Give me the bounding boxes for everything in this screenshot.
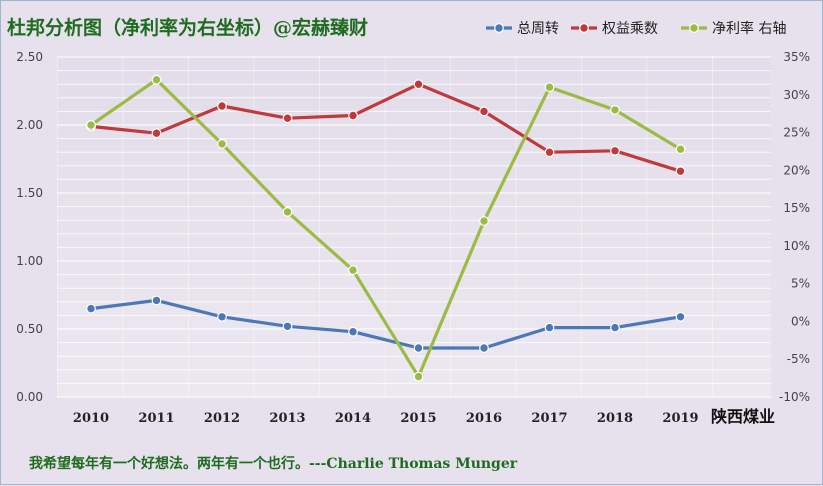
data-point[interactable] <box>282 321 293 332</box>
data-point[interactable] <box>479 106 489 117</box>
series-line-2 <box>90 78 682 379</box>
y-right-tick-label: 35% <box>783 50 810 64</box>
vertical-gridlines <box>57 57 713 397</box>
y-left-tick-label: 2.50 <box>16 50 43 64</box>
x-axis: 2010 2011 2012 2013 2014 2015 2016 2017 2018 2019 <box>73 411 699 426</box>
x-tick-label: 2016 <box>466 411 502 426</box>
y-right-tick-label: 15% <box>783 201 810 215</box>
x-tick-label: 2019 <box>662 411 698 426</box>
y-axis-right: -10% -5% 0% 5% 10% 15% 20% 25% 30% 35% <box>779 50 810 404</box>
data-point[interactable] <box>675 144 686 155</box>
data-point[interactable] <box>413 371 424 382</box>
chart-title: 杜邦分析图（净利率为右坐标）@宏赫臻财 <box>7 16 368 39</box>
y-right-tick-label: 10% <box>783 239 810 253</box>
data-point[interactable] <box>86 303 96 314</box>
series-line-0 <box>90 298 681 350</box>
y-right-tick-label: 30% <box>783 88 810 102</box>
data-point[interactable] <box>544 147 555 158</box>
data-point[interactable] <box>675 166 686 177</box>
x-tick-label: 2010 <box>73 411 109 426</box>
legend-marker <box>494 23 504 33</box>
data-point[interactable] <box>217 101 227 111</box>
data-point[interactable] <box>479 216 489 226</box>
horizontal-gridlines <box>57 56 771 398</box>
data-point[interactable] <box>151 128 162 139</box>
data-point[interactable] <box>544 322 555 333</box>
data-point[interactable] <box>675 311 686 322</box>
data-point[interactable] <box>151 74 162 85</box>
x-tick-label: 2018 <box>597 411 633 426</box>
y-right-tick-label: 25% <box>783 126 810 140</box>
legend-label: 净利率 右轴 <box>712 20 786 37</box>
data-point[interactable] <box>413 343 424 353</box>
y-right-tick-label: -5% <box>787 352 810 366</box>
data-point[interactable] <box>610 104 620 115</box>
x-tick-label: 2014 <box>335 411 371 426</box>
legend[interactable]: 总周转 权益乘数 净利率 右轴 <box>486 20 786 37</box>
data-point[interactable] <box>86 120 96 130</box>
legend-marker <box>579 23 589 33</box>
data-point[interactable] <box>413 79 424 90</box>
x-tick-label: 2011 <box>138 411 174 426</box>
x-tick-label: 2017 <box>531 411 567 426</box>
data-point[interactable] <box>217 311 227 322</box>
data-point[interactable] <box>479 343 489 353</box>
y-axis-left: 0.00 0.50 1.00 1.50 2.00 2.50 <box>16 50 43 404</box>
company-label: 陕西煤业 <box>711 407 775 426</box>
data-point[interactable] <box>610 322 620 333</box>
y-right-tick-label: 5% <box>791 277 810 291</box>
y-right-tick-label: 20% <box>783 163 810 177</box>
x-tick-label: 2013 <box>269 411 305 426</box>
y-right-tick-label: -10% <box>779 390 810 404</box>
legend-label: 总周转 <box>517 21 559 37</box>
y-right-tick-label: 0% <box>791 314 810 328</box>
data-point[interactable] <box>282 113 293 124</box>
data-point[interactable] <box>282 206 293 217</box>
data-point[interactable] <box>348 110 358 121</box>
plot-area <box>57 57 771 397</box>
series-line-1 <box>90 82 681 173</box>
y-left-tick-label: 2.00 <box>16 118 43 132</box>
data-point[interactable] <box>151 295 162 306</box>
quote-text: 我希望每年有一个好想法。两年有一个也行。---Charlie Thomas Mu… <box>29 455 518 472</box>
x-tick-label: 2012 <box>204 411 240 426</box>
data-point[interactable] <box>348 265 358 276</box>
y-left-tick-label: 0.00 <box>16 390 43 404</box>
x-tick-label: 2015 <box>400 411 436 426</box>
y-left-tick-label: 1.00 <box>16 254 43 268</box>
series-lines <box>86 74 686 382</box>
y-left-tick-label: 0.50 <box>16 322 43 336</box>
legend-marker <box>689 23 699 33</box>
data-point[interactable] <box>544 82 555 93</box>
data-point[interactable] <box>217 138 227 149</box>
data-point[interactable] <box>348 326 358 337</box>
legend-label: 权益乘数 <box>602 21 658 37</box>
y-left-tick-label: 1.50 <box>16 186 43 200</box>
data-point[interactable] <box>610 145 620 156</box>
